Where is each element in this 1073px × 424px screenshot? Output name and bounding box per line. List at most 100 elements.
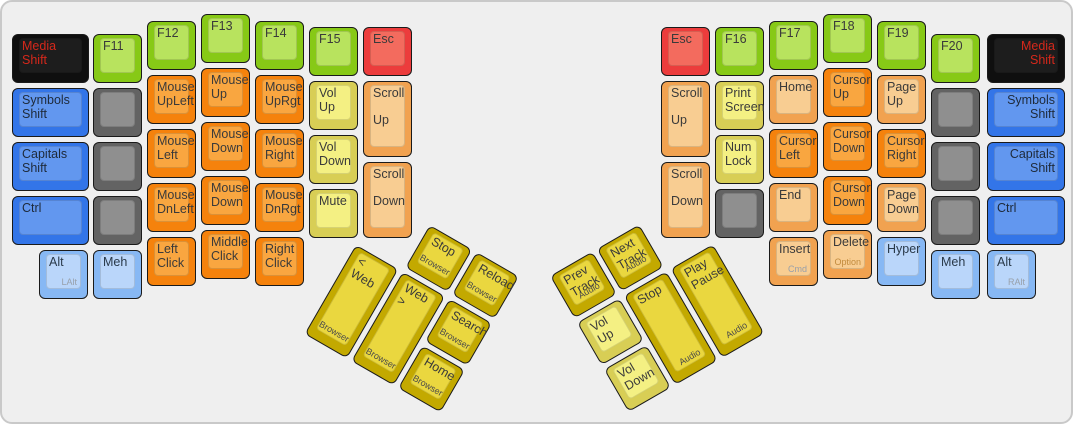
key-label: Play Pause xyxy=(681,255,727,292)
key-label: Stop xyxy=(634,282,665,308)
key-mouse-upleft[interactable]: Mouse UpLeft xyxy=(147,75,196,124)
key-label: Mouse Down xyxy=(211,181,249,209)
key-sublabel: Browser xyxy=(364,345,398,372)
key-f16[interactable]: F16 xyxy=(715,27,764,76)
key-label: Mute xyxy=(319,194,347,208)
key-f13[interactable]: F13 xyxy=(201,14,250,63)
key-cursor-left[interactable]: Cursor Left xyxy=(769,129,818,178)
key-esc-right[interactable]: Esc xyxy=(661,27,710,76)
key-mouse-up[interactable]: Mouse Up xyxy=(201,68,250,117)
key-label: End xyxy=(779,188,802,202)
key-f12[interactable]: F12 xyxy=(147,21,196,70)
key-label: Alt xyxy=(49,255,64,269)
key-label: Right Click xyxy=(265,242,295,270)
key-mouse-right[interactable]: Mouse Right xyxy=(255,129,304,178)
key-scroll-up-right[interactable]: Scroll Up xyxy=(661,81,710,157)
key-label: Esc xyxy=(373,32,394,46)
key-label: Media Shift xyxy=(22,39,57,67)
key-label: Cursor Left xyxy=(779,134,817,162)
key-blank-l1[interactable] xyxy=(93,88,142,137)
key-label: < Web xyxy=(348,254,378,291)
key-print-screen[interactable]: Print Screen xyxy=(715,81,765,130)
key-scroll-down-left[interactable]: Scroll Down xyxy=(363,162,412,238)
key-label: Num Lock xyxy=(725,140,752,168)
key-label: Scroll Up xyxy=(671,86,703,127)
key-page-down[interactable]: Page Down xyxy=(877,183,926,232)
key-scroll-down-right[interactable]: Scroll Down xyxy=(661,162,710,238)
key-mouse-down-b[interactable]: Mouse Down xyxy=(201,176,250,225)
key-blank-r4[interactable] xyxy=(715,189,764,238)
key-alt-right[interactable]: Alt RAlt xyxy=(987,250,1036,299)
key-mouse-dnleft[interactable]: Mouse DnLeft xyxy=(147,183,196,232)
key-esc-left[interactable]: Esc xyxy=(363,27,412,76)
key-label: Mouse DnLeft xyxy=(157,188,195,216)
key-label: F11 xyxy=(103,39,124,53)
key-mouse-uprgt[interactable]: Mouse UpRgt xyxy=(255,75,304,124)
key-symbols-shift-left[interactable]: Symbols Shift xyxy=(12,88,89,137)
key-label: Insert xyxy=(779,242,811,256)
key-insert[interactable]: Insert Cmd xyxy=(769,237,818,286)
key-f20[interactable]: F20 xyxy=(931,34,980,83)
key-sublabel: LAlt xyxy=(61,277,77,287)
key-f14[interactable]: F14 xyxy=(255,21,304,70)
key-delete[interactable]: Delete Option xyxy=(823,230,872,279)
key-blank-l3[interactable] xyxy=(93,196,142,245)
key-hyper[interactable]: Hyper xyxy=(877,237,926,286)
key-vol-up-left[interactable]: Vol Up xyxy=(309,81,358,130)
key-label: Scroll Up xyxy=(373,86,405,127)
key-f18[interactable]: F18 xyxy=(823,14,872,63)
key-mouse-down-a[interactable]: Mouse Down xyxy=(201,122,250,171)
key-symbols-shift-right[interactable]: Symbols Shift xyxy=(987,88,1065,137)
key-label: Ctrl xyxy=(22,201,42,215)
key-media-shift-right[interactable]: Media Shift xyxy=(987,34,1065,83)
key-f11[interactable]: F11 xyxy=(93,34,142,83)
key-blank-r2[interactable] xyxy=(931,142,980,191)
key-sublabel: Option xyxy=(834,257,861,267)
key-label: Meh xyxy=(103,255,128,269)
key-f19[interactable]: F19 xyxy=(877,21,926,70)
key-label: Alt xyxy=(997,255,1012,269)
key-mute[interactable]: Mute xyxy=(309,189,358,238)
key-cursor-up[interactable]: Cursor Up xyxy=(823,68,872,117)
key-blank-r1[interactable] xyxy=(931,88,980,137)
key-f15[interactable]: F15 xyxy=(309,27,358,76)
key-meh-left[interactable]: Meh xyxy=(93,250,142,299)
key-sublabel: Browser xyxy=(317,318,352,345)
key-label: Delete xyxy=(833,235,870,249)
key-right-click[interactable]: Right Click xyxy=(255,237,304,286)
key-blank-r3[interactable] xyxy=(931,196,980,245)
key-label: Mouse UpLeft xyxy=(157,80,195,108)
key-label: F12 xyxy=(157,26,179,40)
key-label: Scroll Down xyxy=(373,167,405,208)
key-ctrl-left[interactable]: Ctrl xyxy=(12,196,89,245)
key-label: Cursor Right xyxy=(887,134,925,162)
key-label: F18 xyxy=(833,19,855,33)
key-label: Page Down xyxy=(887,188,919,216)
key-alt-left[interactable]: Alt LAlt xyxy=(39,250,88,299)
key-meh-right[interactable]: Meh xyxy=(931,250,980,299)
key-home-right[interactable]: Home xyxy=(769,75,818,124)
key-f17[interactable]: F17 xyxy=(769,21,818,70)
key-capitals-shift-left[interactable]: Capitals Shift xyxy=(12,142,89,191)
key-scroll-up-left[interactable]: Scroll Up xyxy=(363,81,412,157)
key-ctrl-right[interactable]: Ctrl xyxy=(987,196,1065,245)
key-cursor-right[interactable]: Cursor Right xyxy=(877,129,926,178)
key-page-up[interactable]: Page Up xyxy=(877,75,926,124)
key-label: Cursor Down xyxy=(833,181,871,209)
key-label: Hyper xyxy=(887,242,921,256)
key-label: Mouse Left xyxy=(157,134,195,162)
key-cursor-down-a[interactable]: Cursor Down xyxy=(823,122,872,171)
key-mouse-dnrgt[interactable]: Mouse DnRgt xyxy=(255,183,304,232)
key-num-lock[interactable]: Num Lock xyxy=(715,135,764,184)
key-vol-down-left[interactable]: Vol Down xyxy=(309,135,358,184)
key-middle-click[interactable]: Middle Click xyxy=(201,230,250,279)
key-end[interactable]: End xyxy=(769,183,818,232)
key-label: Meh xyxy=(941,255,966,269)
key-cursor-down-b[interactable]: Cursor Down xyxy=(823,176,872,225)
key-mouse-left[interactable]: Mouse Left xyxy=(147,129,196,178)
key-media-shift-left[interactable]: Media Shift xyxy=(12,34,89,83)
key-capitals-shift-right[interactable]: Capitals Shift xyxy=(987,142,1065,191)
key-left-click[interactable]: Left Click xyxy=(147,237,196,286)
key-blank-l2[interactable] xyxy=(93,142,142,191)
key-label: F19 xyxy=(887,26,909,40)
